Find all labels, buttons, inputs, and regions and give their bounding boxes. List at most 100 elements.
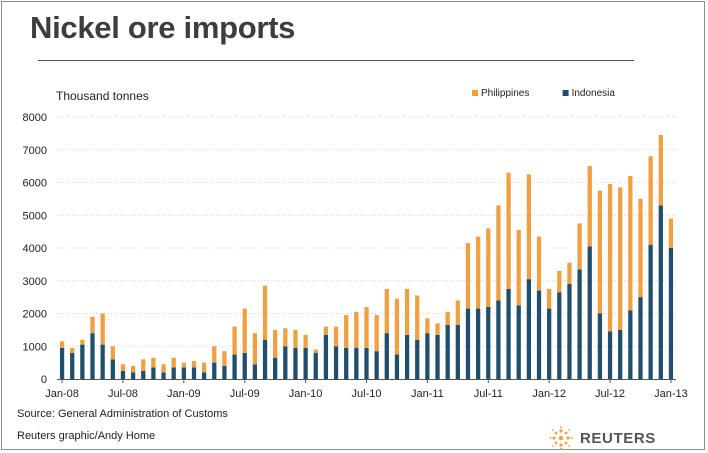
bar-philippines [242,308,247,353]
bar-philippines [130,365,136,373]
bar-philippines [323,326,329,335]
bar-philippines [151,357,156,368]
bar-indonesia [496,300,501,379]
y-tick-label: 7000 [23,145,47,157]
bar-philippines [252,333,258,365]
x-tick-label: Jan-10 [289,388,323,400]
source-note: Source: General Administration of Custom… [17,408,228,420]
x-tick-label: Jan-11 [411,388,444,400]
bar-philippines [222,351,227,366]
bar-philippines [445,311,450,325]
bar-philippines [181,362,186,368]
bar-indonesia [607,331,613,379]
bar-indonesia [618,329,623,379]
y-tick-label: 5000 [23,210,47,222]
bar-philippines [658,135,663,206]
y-tick-label: 3000 [23,276,47,288]
bar-philippines [313,349,318,353]
bar-indonesia [130,372,136,379]
bar-indonesia [648,244,653,379]
bar-indonesia [455,324,460,379]
bar-philippines [587,166,592,247]
bar-philippines [557,270,562,293]
bar-indonesia [80,344,85,379]
bar-indonesia [171,367,176,379]
bar-indonesia [384,333,389,379]
bar-indonesia [536,290,542,379]
y-tick-label: 6000 [23,178,47,190]
bar-indonesia [364,347,369,379]
x-tick-label: Jan-12 [532,388,566,400]
bar-philippines [191,360,197,368]
bar-indonesia [374,351,379,379]
bar-indonesia [232,354,237,379]
bar-indonesia [252,364,258,379]
bar-philippines [648,156,653,245]
bar-philippines [273,329,278,358]
bar-philippines [628,175,633,311]
bar-indonesia [577,269,582,379]
bar-indonesia [70,352,75,379]
y-tick-label: 8000 [23,112,47,124]
x-tick-label: Jan-13 [654,388,688,400]
bar-indonesia [658,205,663,379]
bar-philippines [618,187,623,330]
bar-indonesia [425,333,430,379]
y-tick-labels: 0 1000 2000 3000 4000 5000 6000 7000 8000 [23,112,47,386]
bar-indonesia [547,308,552,379]
bar-indonesia [141,370,146,379]
bar-philippines [486,228,491,307]
bar-indonesia [110,359,115,379]
bar-philippines [364,306,369,348]
bar-indonesia [202,372,207,379]
x-axis [57,379,676,383]
bar-philippines [80,339,85,345]
bar-indonesia [344,347,349,379]
x-tick-label: Jul-08 [108,388,138,400]
bars [59,135,674,379]
bar-indonesia [303,347,308,379]
bar-indonesia [475,308,481,379]
bar-indonesia [394,354,400,379]
bar-indonesia [628,310,633,379]
bar-philippines [303,334,308,348]
bar-philippines [506,172,511,289]
bar-indonesia [435,334,440,379]
bar-indonesia [90,333,95,379]
bar-philippines [668,218,674,248]
reuters-logo: REUTERS [548,426,656,450]
bar-philippines [435,323,440,335]
bar-philippines [475,236,481,309]
bar-philippines [344,315,349,348]
bar-philippines [59,341,65,348]
bar-philippines [90,316,95,334]
bar-philippines [354,311,359,348]
bar-philippines [547,288,552,309]
x-tick-labels: Jan-08 Jul-08 Jan-09 Jul-09 Jan-10 Jul-10 Jan-… [45,388,687,400]
bar-philippines [597,190,603,314]
bar-philippines [283,328,288,347]
x-tick-label: Jan-09 [167,388,201,400]
bar-philippines [110,346,115,360]
bar-philippines [70,347,75,353]
title-divider [38,60,634,61]
bar-indonesia [293,347,298,379]
legend-label-indonesia: Indonesia [572,88,616,99]
bar-indonesia [415,339,420,379]
bar-indonesia [506,288,511,379]
bar-philippines [202,362,207,373]
bar-indonesia [181,367,186,379]
bar-indonesia [222,365,227,379]
y-tick-label: 2000 [23,309,47,321]
bar-philippines [394,298,400,355]
bar-indonesia [587,246,592,379]
bar-indonesia [161,372,166,379]
bar-philippines [536,236,542,291]
bar-indonesia [313,352,318,379]
bar-indonesia [567,284,572,379]
y-axis-label: Thousand tonnes [56,89,149,103]
legend-label-philippines: Philippines [481,88,529,99]
bar-indonesia [333,346,339,379]
y-tick-label: 0 [41,374,47,386]
